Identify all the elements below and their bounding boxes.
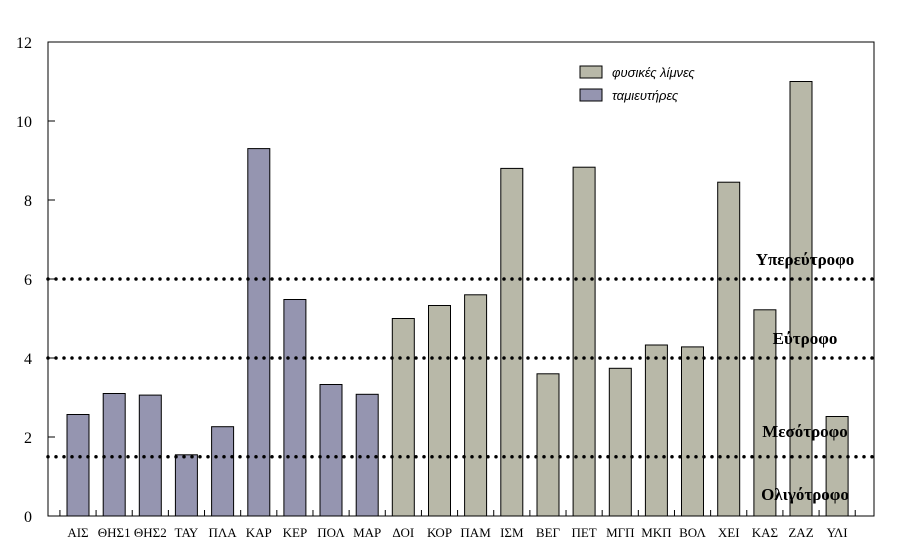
y-tick-label-3: 6	[24, 272, 32, 289]
bar-ΒΕΓ	[536, 373, 560, 517]
y-tick-label-1: 2	[24, 430, 32, 447]
bar-ΠΑΜ	[464, 294, 488, 517]
y-tick-label-0: 0	[24, 509, 32, 526]
y-tick-label-2: 4	[24, 351, 32, 368]
bar-ΙΣΜ	[500, 167, 524, 517]
x-tick-label-7: ΠΟΛ	[317, 525, 345, 540]
zone-label-1: Εύτροφο	[773, 329, 838, 348]
zone-label-0: Υπερεύτροφο	[756, 250, 855, 269]
bar-ΑΙΣ	[66, 414, 90, 517]
legend-label-0: φυσικές λίμνες	[612, 65, 695, 80]
bar-ΠΕΤ	[572, 166, 596, 517]
x-tick-label-12: ΙΣΜ	[500, 525, 524, 540]
axes-group: 0 2 4 6 8 10 12 ΑΙΣ ΘΗΣ1 ΘΗΣ2 ΤΑΥ ΠΛΑ ΚΑΡ ΚΕΡ ΠΟΛ ΜΑΡ ΔΟ…	[16, 35, 875, 540]
bar-ΘΗΣ1	[102, 393, 126, 517]
x-tick-label-19: ΚΑΣ	[752, 525, 778, 540]
x-tick-label-20: ΖΑΖ	[788, 525, 813, 540]
bar-ΤΑΥ	[174, 454, 198, 517]
plot-frame	[47, 41, 875, 517]
bar-ΜΓΠ	[608, 367, 632, 517]
bar-ΧΕΙ	[717, 181, 741, 517]
bar-ΚΑΡ	[247, 148, 271, 517]
x-tick-label-14: ΠΕΤ	[571, 525, 596, 540]
bar-ΖΑΖ	[789, 81, 813, 517]
zone-label-2: Μεσότροφο	[762, 422, 848, 441]
x-tick-label-11: ΠΑΜ	[460, 525, 491, 540]
x-tick-label-13: ΒΕΓ	[536, 525, 561, 540]
bar-ΠΛΑ	[211, 426, 235, 517]
bar-ΜΚΠ	[644, 344, 668, 517]
bar-ΚΟΡ	[428, 305, 451, 517]
x-tick-label-8: ΜΑΡ	[353, 525, 381, 540]
x-tick-label-3: ΤΑΥ	[175, 525, 199, 540]
x-tick-label-2: ΘΗΣ2	[134, 525, 167, 540]
x-tick-label-17: ΒΟΛ	[679, 525, 706, 540]
x-tick-label-9: ΔΟΙ	[392, 525, 414, 540]
x-tick-label-5: ΚΑΡ	[246, 525, 272, 540]
x-tick-label-0: ΑΙΣ	[67, 525, 88, 540]
y-tick-label-4: 8	[24, 193, 32, 210]
bars-group	[66, 81, 849, 517]
bar-ΠΟΛ	[319, 384, 343, 517]
x-tick-label-18: ΧΕΙ	[718, 525, 740, 540]
x-tick-label-16: ΜΚΠ	[641, 525, 671, 540]
legend-label-1: ταμιευτήρες	[612, 88, 679, 103]
y-tick-label-5: 10	[16, 114, 32, 131]
threshold-lines-group	[46, 277, 876, 459]
legend: φυσικές λίμνες ταμιευτήρες	[579, 65, 695, 103]
legend-swatch-1	[579, 88, 603, 102]
x-tick-label-6: ΚΕΡ	[283, 525, 308, 540]
legend-swatch-0	[579, 65, 603, 79]
x-tick-label-1: ΘΗΣ1	[98, 525, 131, 540]
bar-ΘΗΣ2	[138, 394, 162, 517]
bar-ΒΟΛ	[681, 346, 704, 517]
x-tick-label-21: ΥΛΙ	[827, 525, 848, 540]
zone-labels-group: Υπερεύτροφο Εύτροφο Μεσότροφο Ολιγότροφο	[756, 250, 855, 504]
bar-ΚΕΡ	[283, 299, 307, 517]
x-tick-label-15: ΜΓΠ	[606, 525, 634, 540]
bar-ΔΟΙ	[391, 318, 415, 517]
y-tick-label-6: 12	[16, 35, 32, 52]
zone-label-3: Ολιγότροφο	[761, 485, 849, 504]
x-tick-label-10: ΚΟΡ	[427, 525, 452, 540]
x-tick-label-4: ΠΛΑ	[208, 525, 237, 540]
